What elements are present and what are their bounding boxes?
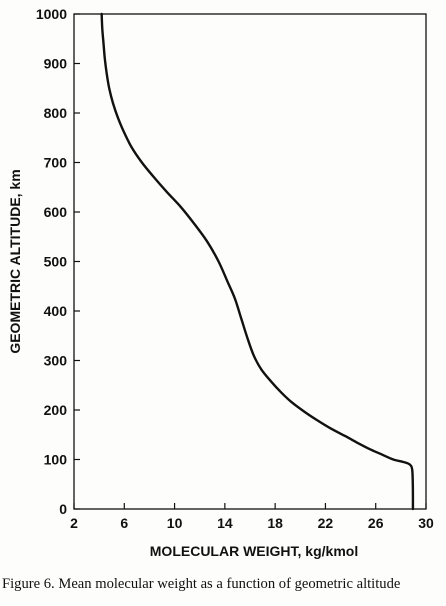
y-tick-label: 200: [44, 402, 68, 418]
tick-layer: 2 6 10 14 18 22 26 3001002003004005006007008009…: [36, 6, 434, 531]
x-tick-label: 10: [167, 515, 183, 531]
plot-frame: [73, 13, 427, 510]
y-tick-label: 700: [44, 155, 68, 171]
y-tick-label: 900: [44, 56, 68, 72]
y-tick-label: 0: [59, 501, 67, 517]
molecular-weight-chart: 2 6 10 14 18 22 26 3001002003004005006007008009…: [7, 6, 434, 559]
x-tick-label: 2: [70, 515, 78, 531]
x-axis-label: MOLECULAR WEIGHT, kg/kmol: [150, 543, 358, 559]
y-axis-label: GEOMETRIC ALTITUDE, km: [7, 169, 23, 353]
y-tick-label: 100: [44, 452, 68, 468]
x-tick-label: 6: [120, 515, 128, 531]
y-tick-label: 1000: [36, 6, 67, 22]
y-tick-label: 600: [44, 204, 68, 220]
y-tick-label: 800: [44, 105, 68, 121]
x-tick-label: 26: [368, 515, 384, 531]
y-tick-label: 300: [44, 353, 68, 369]
x-tick-label: 30: [418, 515, 434, 531]
x-tick-label: 14: [217, 515, 233, 531]
series-line-molecular-weight: [100, 12, 415, 511]
x-tick-label: 22: [318, 515, 334, 531]
y-tick-label: 400: [44, 303, 68, 319]
y-tick-label: 500: [44, 254, 68, 270]
figure-caption: Figure 6. Mean molecular weight as a fun…: [2, 576, 401, 592]
x-tick-label: 18: [267, 515, 283, 531]
